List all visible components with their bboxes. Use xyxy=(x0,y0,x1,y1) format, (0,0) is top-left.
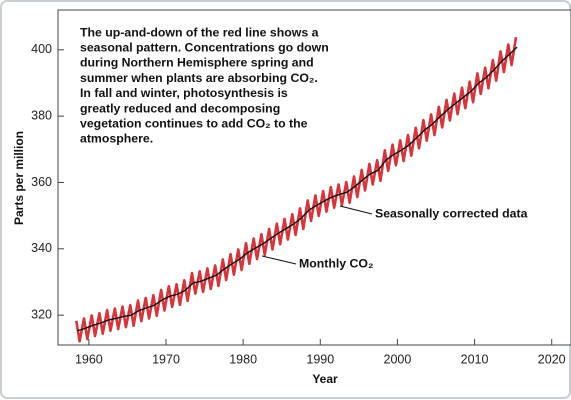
y-tick-label: 380 xyxy=(31,108,52,122)
series-label: Monthly CO₂ xyxy=(299,256,373,270)
y-tick-label: 400 xyxy=(31,42,52,56)
annotation-line: vegetation continues to add CO₂ to the xyxy=(80,116,308,130)
annotation-line: In fall and winter, photosynthesis is xyxy=(80,86,288,100)
trend-line xyxy=(77,46,518,332)
annotation-line: The up-and-down of the red line shows a xyxy=(80,25,319,39)
y-tick-label: 320 xyxy=(31,307,52,321)
annotation-line: seasonal pattern. Concentrations go down xyxy=(80,40,329,54)
y-axis-title: Parts per million xyxy=(12,131,26,225)
plot-frame xyxy=(57,9,571,346)
x-tick-label: 1960 xyxy=(75,352,103,366)
x-axis-title: Year xyxy=(312,372,338,386)
y-tick-label: 340 xyxy=(31,241,52,255)
x-tick-label: 2000 xyxy=(384,352,412,366)
annotation-line: summer when plants are absorbing CO₂. xyxy=(80,71,318,85)
leader-line xyxy=(261,255,297,265)
x-tick-label: 1990 xyxy=(306,352,334,366)
annotation-line: during Northern Hemisphere spring and xyxy=(80,56,314,70)
series-label: Seasonally corrected data xyxy=(375,206,528,220)
x-tick-label: 2010 xyxy=(461,352,489,366)
annotation-line: atmosphere. xyxy=(80,132,153,146)
x-tick-label: 1980 xyxy=(229,352,257,366)
y-tick-label: 360 xyxy=(31,175,52,189)
annotation-line: greatly reduced and decomposing xyxy=(80,101,280,115)
x-tick-label: 1970 xyxy=(152,352,180,366)
monthly-line xyxy=(74,36,518,343)
leader-line xyxy=(339,205,373,215)
x-tick-label: 2020 xyxy=(538,352,566,366)
